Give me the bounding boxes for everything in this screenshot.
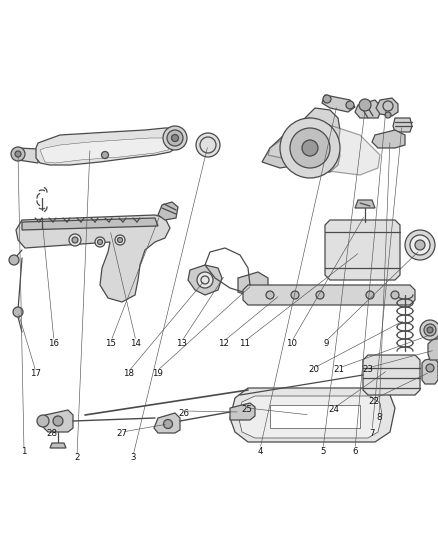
Polygon shape	[230, 388, 395, 442]
Polygon shape	[18, 148, 38, 163]
Polygon shape	[268, 122, 380, 175]
Text: 6: 6	[352, 447, 358, 456]
Polygon shape	[16, 215, 170, 302]
Circle shape	[366, 291, 374, 299]
Text: 20: 20	[308, 366, 319, 375]
Polygon shape	[270, 405, 360, 428]
Circle shape	[291, 291, 299, 299]
Circle shape	[316, 291, 324, 299]
Polygon shape	[376, 98, 398, 116]
Circle shape	[102, 151, 109, 158]
Text: 13: 13	[177, 338, 187, 348]
Polygon shape	[298, 108, 340, 172]
Text: 7: 7	[369, 429, 375, 438]
Circle shape	[163, 126, 187, 150]
Circle shape	[95, 237, 105, 247]
Polygon shape	[262, 118, 315, 168]
Circle shape	[405, 230, 435, 260]
Text: 14: 14	[131, 338, 141, 348]
Circle shape	[424, 324, 436, 336]
Polygon shape	[363, 355, 420, 395]
Polygon shape	[422, 358, 438, 384]
Circle shape	[302, 140, 318, 156]
Polygon shape	[238, 396, 382, 438]
Text: 2: 2	[74, 454, 80, 463]
Circle shape	[117, 238, 123, 243]
Polygon shape	[325, 220, 400, 280]
Circle shape	[426, 364, 434, 372]
Polygon shape	[355, 200, 375, 208]
Circle shape	[9, 255, 19, 265]
Circle shape	[69, 234, 81, 246]
Circle shape	[72, 237, 78, 243]
Circle shape	[13, 307, 23, 317]
Circle shape	[427, 327, 433, 333]
Circle shape	[346, 101, 354, 109]
Text: 15: 15	[106, 338, 117, 348]
Circle shape	[391, 291, 399, 299]
Circle shape	[53, 416, 63, 426]
Text: 19: 19	[152, 368, 162, 377]
Polygon shape	[154, 413, 180, 433]
Circle shape	[266, 291, 274, 299]
Polygon shape	[393, 118, 412, 132]
Text: 12: 12	[219, 338, 230, 348]
Text: 11: 11	[240, 338, 251, 348]
Circle shape	[15, 151, 21, 157]
Circle shape	[280, 118, 340, 178]
Text: 24: 24	[328, 406, 339, 415]
Text: 8: 8	[376, 414, 382, 423]
Text: 1: 1	[21, 448, 27, 456]
Text: 22: 22	[368, 397, 379, 406]
Polygon shape	[50, 443, 66, 448]
Polygon shape	[36, 128, 178, 165]
Polygon shape	[355, 100, 382, 118]
Circle shape	[385, 112, 391, 118]
Circle shape	[167, 130, 183, 146]
Text: 3: 3	[130, 454, 136, 463]
Polygon shape	[188, 265, 222, 295]
Text: 10: 10	[286, 338, 297, 348]
Text: 21: 21	[333, 366, 345, 375]
Text: 16: 16	[49, 338, 60, 348]
Polygon shape	[158, 202, 178, 220]
Polygon shape	[243, 285, 415, 305]
Text: 28: 28	[46, 430, 57, 439]
Circle shape	[290, 128, 330, 168]
Text: 27: 27	[117, 430, 127, 439]
Text: 9: 9	[323, 338, 328, 348]
Circle shape	[410, 235, 430, 255]
Polygon shape	[22, 218, 158, 230]
Circle shape	[415, 240, 425, 250]
Text: 4: 4	[257, 447, 263, 456]
Text: 25: 25	[241, 406, 252, 415]
Circle shape	[323, 95, 331, 103]
Polygon shape	[322, 95, 355, 112]
Circle shape	[115, 235, 125, 245]
Polygon shape	[43, 410, 73, 432]
Circle shape	[37, 415, 49, 427]
Text: 23: 23	[363, 366, 374, 375]
Polygon shape	[372, 130, 405, 148]
Text: 18: 18	[124, 368, 134, 377]
Circle shape	[172, 134, 179, 141]
Polygon shape	[238, 272, 268, 298]
Polygon shape	[40, 138, 172, 163]
Polygon shape	[428, 338, 438, 360]
Circle shape	[163, 419, 173, 429]
Text: 26: 26	[179, 408, 190, 417]
Circle shape	[196, 133, 220, 157]
Circle shape	[359, 99, 371, 111]
Circle shape	[420, 320, 438, 340]
Text: 5: 5	[320, 447, 326, 456]
Text: 17: 17	[31, 369, 42, 378]
Circle shape	[197, 272, 213, 288]
Circle shape	[11, 147, 25, 161]
Polygon shape	[230, 403, 255, 420]
Circle shape	[98, 239, 102, 245]
